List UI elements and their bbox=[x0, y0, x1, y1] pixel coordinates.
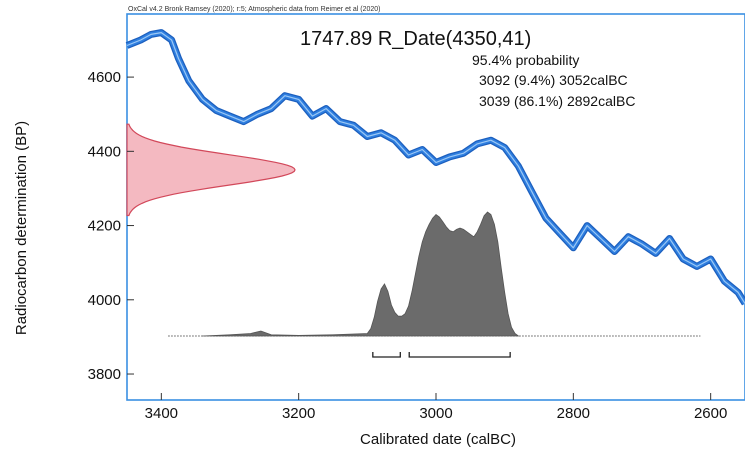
calibration-curve bbox=[125, 29, 745, 306]
range-bracket-1 bbox=[372, 352, 401, 358]
plot-frame bbox=[126, 13, 745, 401]
calibration-curve-centerline bbox=[126, 31, 745, 304]
y-tick-label: 3800 bbox=[88, 366, 121, 383]
y-axis: 3800 4000 4200 4400 4600 bbox=[88, 69, 134, 383]
calibrated-probability-shape bbox=[202, 211, 520, 337]
radiocarbon-distribution-shape bbox=[126, 123, 296, 217]
x-tick-label: 3400 bbox=[145, 405, 178, 422]
y-tick-label: 4400 bbox=[88, 143, 121, 160]
range-line-2: 3039 (86.1%) 2892calBC bbox=[479, 93, 635, 109]
x-axis-title: Calibrated date (calBC) bbox=[360, 431, 516, 448]
x-tick-label: 2800 bbox=[557, 405, 590, 422]
range-brackets bbox=[372, 352, 511, 358]
calibrated-probability bbox=[168, 211, 701, 337]
header-note: OxCal v4.2 Bronk Ramsey (2020); r:5; Atm… bbox=[128, 6, 381, 13]
x-tick-label: 2600 bbox=[694, 405, 727, 422]
y-tick-label: 4200 bbox=[88, 218, 121, 235]
range-bracket-2 bbox=[408, 352, 511, 358]
y-tick-label: 4000 bbox=[88, 292, 121, 309]
probability-title: 95.4% probability bbox=[472, 52, 579, 68]
y-tick-label: 4600 bbox=[88, 69, 121, 86]
x-tick-label: 3200 bbox=[282, 405, 315, 422]
sample-title: 1747.89 R_Date(4350,41) bbox=[300, 28, 531, 50]
x-tick-label: 3000 bbox=[419, 405, 452, 422]
x-axis: 3400 3200 3000 2800 2600 bbox=[145, 393, 727, 422]
y-axis-title: Radiocarbon determination (BP) bbox=[13, 121, 30, 335]
range-line-1: 3092 (9.4%) 3052calBC bbox=[479, 72, 628, 88]
radiocarbon-distribution bbox=[126, 123, 296, 217]
